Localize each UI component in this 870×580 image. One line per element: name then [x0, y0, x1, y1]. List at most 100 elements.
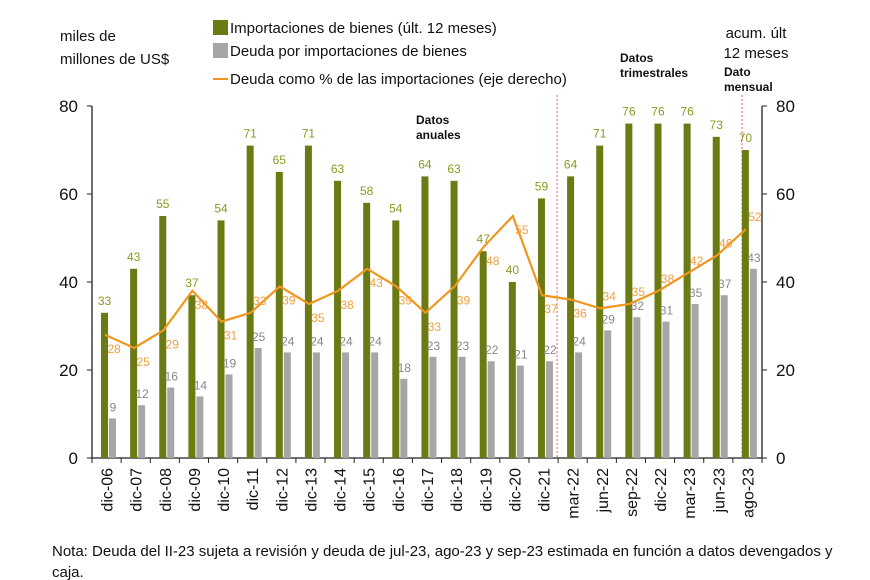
legend-label: Deuda por importaciones de bienes [230, 43, 467, 60]
import-bar [363, 202, 371, 458]
legend-swatch [213, 43, 228, 58]
x-tick-label: dic-13 [303, 468, 320, 512]
import-label: 71 [243, 127, 257, 141]
debt-label: 35 [689, 286, 703, 300]
import-bar [246, 145, 254, 458]
left-axis-title-line1: miles de [60, 28, 116, 45]
pct-label: 39 [399, 293, 413, 307]
pct-label: 38 [661, 272, 675, 286]
annotation-line1: Dato [724, 65, 751, 79]
debt-bar [691, 304, 699, 458]
pct-label: 55 [515, 223, 529, 237]
import-label: 64 [418, 157, 432, 171]
import-label: 63 [331, 162, 345, 176]
debt-label: 37 [718, 277, 732, 291]
x-tick-label: dic-17 [420, 468, 437, 512]
x-tick-label: dic-12 [274, 468, 291, 512]
pct-line [104, 213, 747, 350]
import-label: 43 [127, 250, 141, 264]
left-tick-label: 0 [69, 449, 78, 468]
annotation-line1: Datos [620, 51, 654, 65]
left-tick-label: 40 [59, 273, 78, 292]
import-label: 71 [302, 127, 316, 141]
import-bar [508, 282, 516, 458]
debt-bar [429, 356, 437, 458]
debt-bar [400, 378, 408, 458]
x-tick-label: dic-19 [478, 468, 495, 512]
pct-label: 33 [253, 294, 267, 308]
debt-bar [254, 348, 262, 458]
debt-bar [662, 321, 670, 458]
debt-bar [371, 352, 379, 458]
debt-label: 19 [223, 356, 237, 370]
debt-label: 23 [427, 339, 441, 353]
import-bar [275, 172, 283, 458]
pct-label: 35 [632, 285, 646, 299]
pct-label: 37 [544, 302, 558, 316]
debt-label: 21 [514, 348, 528, 362]
import-label: 76 [622, 105, 636, 119]
left-tick-label: 80 [59, 97, 78, 116]
legend-swatch [213, 20, 228, 35]
import-label: 55 [156, 197, 170, 211]
import-label: 40 [506, 263, 520, 277]
pct-label: 31 [224, 329, 238, 343]
debt-label: 22 [485, 343, 499, 357]
import-label: 63 [447, 162, 461, 176]
x-tick-label: dic-14 [333, 468, 350, 512]
pct-label: 42 [690, 254, 704, 268]
import-label: 47 [477, 232, 491, 246]
import-label: 64 [564, 157, 578, 171]
debt-bar [633, 317, 641, 458]
import-bar [304, 145, 312, 458]
x-tick-label: dic-07 [129, 468, 146, 512]
debt-bar [196, 396, 204, 458]
x-tick-label: dic-21 [537, 468, 554, 512]
import-bar [334, 180, 342, 459]
import-bar [421, 176, 429, 458]
debt-label: 12 [135, 387, 149, 401]
debt-label: 23 [456, 339, 470, 353]
debt-bar [720, 295, 728, 458]
left-tick-label: 60 [59, 185, 78, 204]
annotation-line2: trimestrales [620, 66, 688, 80]
pct-label: 52 [748, 210, 762, 224]
import-label: 59 [535, 179, 549, 193]
import-label: 54 [214, 201, 228, 215]
pct-label: 46 [719, 237, 733, 251]
debt-bar [458, 356, 466, 458]
import-bar [188, 295, 196, 458]
x-tick-label: dic-20 [507, 468, 524, 512]
left-axis-title-line2: millones de US$ [60, 51, 170, 68]
pct-label: 43 [369, 276, 383, 290]
x-tick-label: dic-06 [100, 468, 117, 512]
x-tick-label: dic-22 [653, 468, 670, 512]
debt-label: 25 [252, 330, 266, 344]
import-bar [596, 145, 604, 458]
annotation-line2: anuales [416, 128, 461, 142]
debt-bar [604, 330, 612, 458]
import-label: 33 [98, 294, 112, 308]
x-tick-label: dic-10 [216, 468, 233, 512]
import-bar [101, 312, 108, 458]
import-bar [217, 220, 225, 458]
pct-label: 25 [136, 355, 150, 369]
footnote: Nota: Deuda del II-23 sujeta a revisión … [52, 543, 833, 580]
x-tick-label: dic-18 [449, 468, 466, 512]
debt-label: 9 [110, 400, 117, 414]
pct-label: 36 [573, 307, 587, 321]
legend-label: Importaciones de bienes (últ. 12 meses) [230, 20, 497, 37]
import-bar [741, 150, 749, 458]
pct-label: 39 [457, 293, 471, 307]
x-tick-label: dic-11 [245, 468, 262, 510]
debt-label: 24 [368, 334, 382, 348]
right-axis-title-line2: 12 meses [723, 45, 788, 62]
x-tick-label: ago-23 [740, 468, 757, 518]
import-label: 70 [739, 131, 753, 145]
import-bar [625, 123, 633, 458]
import-bar [450, 180, 458, 459]
legend-label: Deuda como % de las importaciones (eje d… [230, 71, 567, 88]
pct-label: 39 [282, 293, 296, 307]
import-label: 76 [680, 105, 694, 119]
